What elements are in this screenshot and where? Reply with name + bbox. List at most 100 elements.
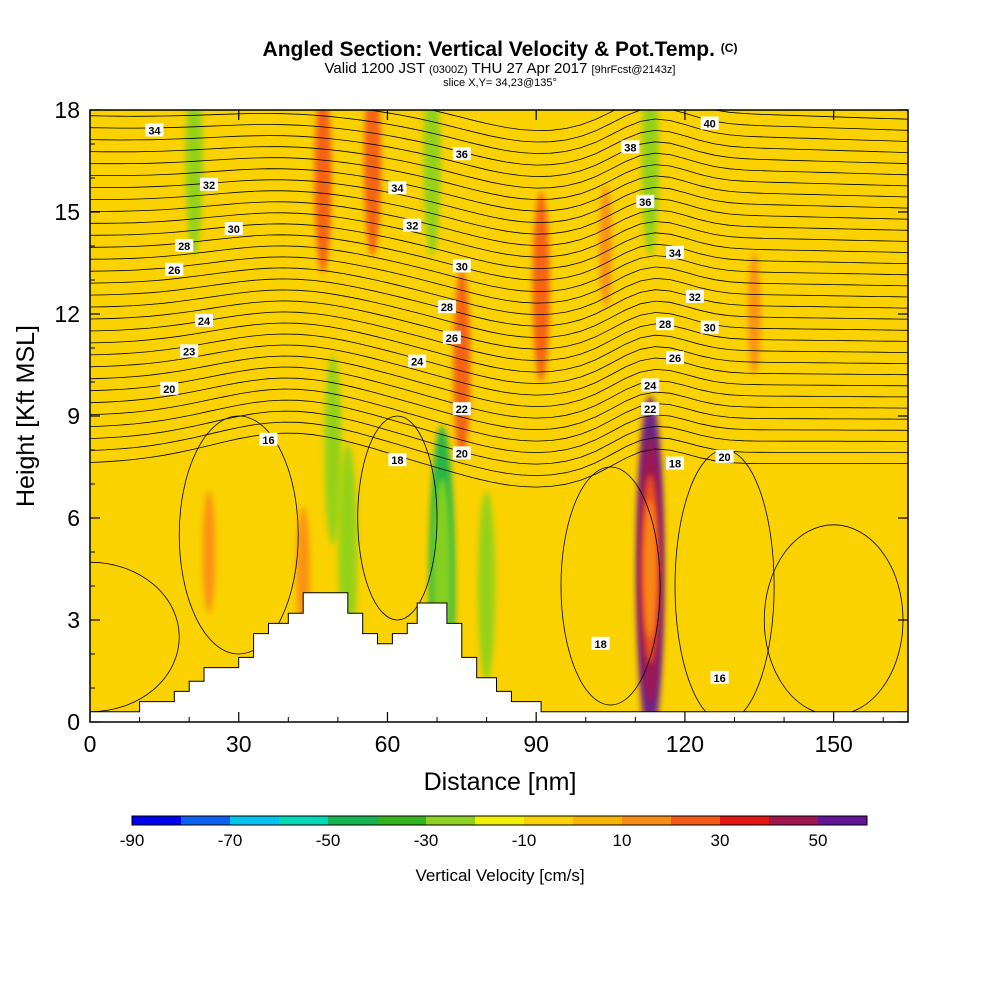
contour-labels: 34 32 30 28 26 24 23 20 16 18 20 34 32 36 30 28 26 24 22 40… [145, 116, 734, 685]
contour-label-text: 20 [718, 452, 730, 464]
contour-label-text: 23 [183, 346, 195, 358]
x-tick-label: 90 [523, 731, 549, 757]
x-tick-label: 0 [84, 731, 97, 757]
contour-label-18: 18 [388, 453, 407, 467]
valid-utc-text: (0300Z) [429, 64, 468, 76]
contour-label-32: 32 [685, 290, 704, 304]
isentrope-line [90, 278, 908, 327]
contour-label-bg [700, 320, 719, 334]
contour-label-bg [165, 262, 184, 276]
isentrope-line [90, 267, 908, 316]
contour-label-text: 18 [595, 639, 607, 651]
low-level-contour [90, 561, 180, 713]
terrain-profile [89, 592, 909, 723]
contour-label-18: 18 [591, 636, 610, 651]
updraft-cell-5 [364, 110, 382, 256]
contour-label-bg [145, 123, 164, 137]
x-tick-label: 30 [226, 731, 252, 757]
isentrope-line [90, 245, 908, 293]
contour-label-bg [175, 239, 194, 252]
contour-label-text: 32 [689, 292, 701, 304]
colorbar-swatch [622, 816, 671, 825]
contour-label-bg [160, 381, 179, 395]
contour-label-34: 34 [665, 245, 684, 260]
isentrope-line [90, 421, 908, 477]
contour-label-text: 16 [713, 673, 725, 685]
title-main-text: Angled Section: Vertical Velocity & Pot.… [262, 38, 715, 61]
pot-temp-contours [90, 110, 908, 722]
contour-label-bg [665, 456, 684, 470]
y-tick-label: 0 [67, 709, 80, 735]
contour-label-bg [641, 402, 660, 416]
contour-label-text: 36 [639, 197, 651, 209]
colorbar-frame [131, 815, 868, 826]
contour-label-32: 32 [199, 177, 218, 192]
contour-label-bg [591, 636, 610, 650]
contour-label-text: 38 [624, 142, 636, 154]
isentrope-line [365, 110, 908, 143]
contour-label-36: 36 [636, 194, 655, 209]
contour-label-24: 24 [641, 378, 660, 392]
contour-label-text: 18 [391, 455, 403, 467]
updraft-cell-4 [314, 110, 332, 273]
x-axis-title: Distance [nm] [424, 768, 577, 796]
contour-label-text: 22 [644, 404, 656, 416]
colorbar-swatch [377, 816, 426, 825]
x-tick-label: 60 [375, 731, 401, 757]
contour-label-bg [656, 317, 675, 331]
contour-label-32: 32 [403, 218, 422, 233]
contour-label-bg [259, 432, 278, 446]
contour-label-20: 20 [160, 381, 179, 396]
updraft-cell-3 [643, 500, 657, 638]
contour-label-bg [199, 177, 218, 191]
colorbar-tick-label: -50 [316, 831, 341, 850]
contour-label-bg [403, 218, 422, 232]
contour-label-34: 34 [388, 181, 407, 195]
y-tick-label: 18 [54, 97, 80, 123]
contour-label-bg [388, 181, 407, 195]
contour-label-bg [700, 116, 719, 130]
velocity-background [90, 110, 908, 722]
downdraft-cell-19 [324, 355, 342, 545]
isentrope-line [90, 344, 908, 396]
chart-title: Angled Section: Vertical Velocity & Pot.… [0, 36, 1000, 62]
colorbar-swatch [279, 816, 328, 825]
isentrope-line [90, 256, 908, 304]
downdraft-cell-15 [423, 110, 441, 256]
contour-label-30: 30 [700, 320, 719, 335]
contour-label-18: 18 [665, 456, 684, 471]
colorbar-tick-label: -30 [414, 831, 439, 850]
isentrope-line [90, 234, 908, 281]
colorbar-tick-label: 30 [711, 831, 730, 850]
contour-label-text: 24 [644, 380, 657, 392]
contour-label-20: 20 [452, 446, 471, 460]
updraft-cell-11 [202, 490, 216, 614]
contour-label-bg [452, 446, 471, 460]
contour-label-text: 20 [163, 384, 175, 396]
isentrope-line [90, 333, 908, 385]
isentrope-line [90, 300, 908, 350]
low-level-contour [357, 415, 438, 621]
isentrope-line [90, 168, 908, 212]
contour-label-bg [442, 330, 461, 344]
contour-label-text: 34 [669, 248, 682, 260]
title-copyright-tag: (C) [720, 41, 738, 55]
downdraft-cell-18 [478, 491, 496, 681]
y-tick-label: 9 [67, 403, 80, 429]
colorbar-swatch [769, 816, 818, 825]
contour-label-38: 38 [621, 140, 640, 154]
contour-label-bg [452, 402, 471, 416]
contour-label-text: 32 [406, 221, 418, 233]
colorbar: -90 -70 -50 -30 -10 10 30 50 [120, 815, 868, 850]
contour-label-bg [641, 378, 660, 392]
colorbar-swatch [818, 816, 867, 825]
contour-label-23: 23 [180, 344, 199, 358]
isentrope-line [90, 179, 908, 224]
colorbar-swatch [573, 816, 622, 825]
isentrope-line [90, 366, 908, 419]
colorbar-swatch [720, 816, 769, 825]
contour-label-40: 40 [700, 116, 719, 131]
contour-label-28: 28 [175, 239, 194, 253]
isentrope-line [90, 388, 908, 442]
